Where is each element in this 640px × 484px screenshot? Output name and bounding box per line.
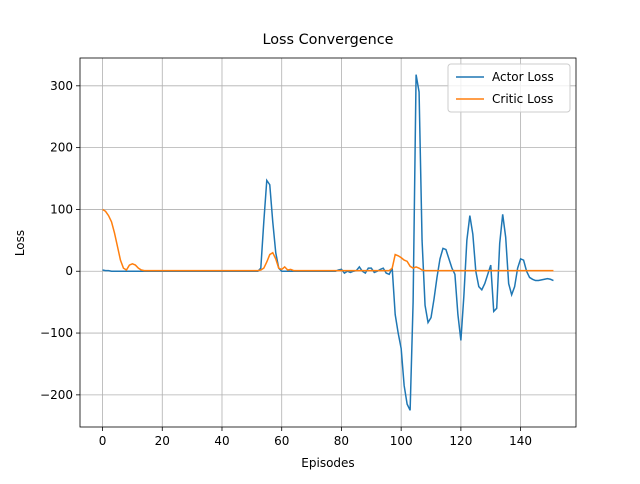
line-series	[102, 74, 554, 411]
legend-label: Critic Loss	[492, 92, 553, 106]
x-axis-label: Episodes	[301, 456, 354, 470]
legend-label: Actor Loss	[492, 70, 554, 84]
y-tick-label: −200	[40, 388, 73, 402]
x-tick-label: 80	[334, 434, 349, 448]
x-tick-label: 140	[509, 434, 532, 448]
y-tick-label: −100	[40, 326, 73, 340]
x-tick-label: 40	[214, 434, 229, 448]
y-tick-label: 200	[50, 141, 73, 155]
y-tick-label: 100	[50, 202, 73, 216]
y-tick-label: 300	[50, 79, 73, 93]
legend-box	[447, 63, 571, 113]
y-tick-label: 0	[65, 264, 73, 278]
y-axis-label: Loss	[13, 230, 27, 256]
x-tick-label: 20	[155, 434, 170, 448]
chart-title: Loss Convergence	[262, 32, 393, 48]
x-tick-label: 120	[449, 434, 472, 448]
x-tick-label: 100	[390, 434, 413, 448]
x-tick-label: 0	[99, 434, 107, 448]
x-tick-label: 60	[274, 434, 289, 448]
plot-frame	[79, 57, 577, 428]
line-series	[102, 208, 554, 272]
